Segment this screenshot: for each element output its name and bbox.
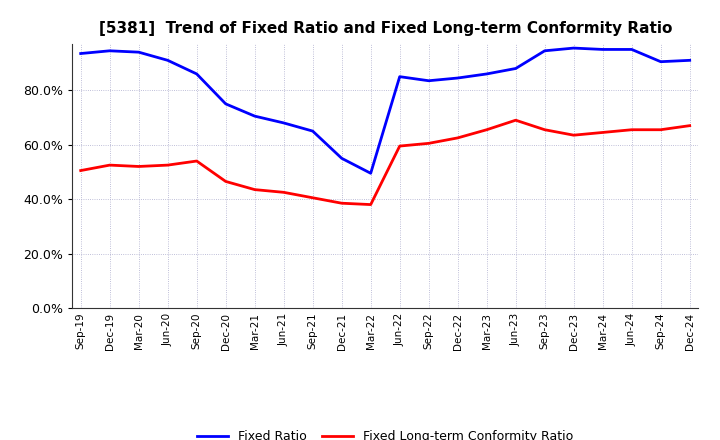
Fixed Long-term Conformity Ratio bbox=[76, 168, 85, 173]
Fixed Ratio bbox=[482, 71, 491, 77]
Fixed Ratio bbox=[511, 66, 520, 71]
Line: Fixed Long-term Conformity Ratio: Fixed Long-term Conformity Ratio bbox=[81, 120, 690, 205]
Fixed Ratio bbox=[541, 48, 549, 53]
Fixed Long-term Conformity Ratio bbox=[685, 123, 694, 128]
Fixed Long-term Conformity Ratio bbox=[627, 127, 636, 132]
Fixed Long-term Conformity Ratio bbox=[482, 127, 491, 132]
Fixed Long-term Conformity Ratio bbox=[105, 162, 114, 168]
Fixed Ratio bbox=[308, 128, 317, 134]
Title: [5381]  Trend of Fixed Ratio and Fixed Long-term Conformity Ratio: [5381] Trend of Fixed Ratio and Fixed Lo… bbox=[99, 21, 672, 36]
Fixed Ratio bbox=[251, 114, 259, 119]
Fixed Ratio bbox=[192, 71, 201, 77]
Line: Fixed Ratio: Fixed Ratio bbox=[81, 48, 690, 173]
Fixed Long-term Conformity Ratio bbox=[192, 158, 201, 164]
Fixed Ratio bbox=[135, 50, 143, 55]
Fixed Long-term Conformity Ratio bbox=[541, 127, 549, 132]
Fixed Ratio bbox=[598, 47, 607, 52]
Fixed Long-term Conformity Ratio bbox=[424, 141, 433, 146]
Fixed Long-term Conformity Ratio bbox=[279, 190, 288, 195]
Fixed Long-term Conformity Ratio bbox=[598, 130, 607, 135]
Fixed Ratio bbox=[76, 51, 85, 56]
Fixed Ratio bbox=[570, 45, 578, 51]
Fixed Long-term Conformity Ratio bbox=[395, 143, 404, 149]
Fixed Long-term Conformity Ratio bbox=[454, 135, 462, 140]
Fixed Long-term Conformity Ratio bbox=[657, 127, 665, 132]
Fixed Long-term Conformity Ratio bbox=[221, 179, 230, 184]
Fixed Ratio bbox=[366, 171, 375, 176]
Fixed Long-term Conformity Ratio bbox=[308, 195, 317, 200]
Fixed Ratio bbox=[627, 47, 636, 52]
Fixed Ratio bbox=[395, 74, 404, 79]
Fixed Long-term Conformity Ratio bbox=[511, 117, 520, 123]
Fixed Ratio bbox=[454, 75, 462, 81]
Fixed Ratio bbox=[105, 48, 114, 53]
Fixed Long-term Conformity Ratio bbox=[570, 132, 578, 138]
Fixed Long-term Conformity Ratio bbox=[366, 202, 375, 207]
Fixed Ratio bbox=[163, 58, 172, 63]
Fixed Long-term Conformity Ratio bbox=[338, 201, 346, 206]
Fixed Ratio bbox=[221, 101, 230, 106]
Fixed Long-term Conformity Ratio bbox=[163, 162, 172, 168]
Fixed Ratio bbox=[657, 59, 665, 64]
Fixed Long-term Conformity Ratio bbox=[135, 164, 143, 169]
Legend: Fixed Ratio, Fixed Long-term Conformity Ratio: Fixed Ratio, Fixed Long-term Conformity … bbox=[192, 425, 578, 440]
Fixed Ratio bbox=[685, 58, 694, 63]
Fixed Long-term Conformity Ratio bbox=[251, 187, 259, 192]
Fixed Ratio bbox=[279, 120, 288, 125]
Fixed Ratio bbox=[424, 78, 433, 84]
Fixed Ratio bbox=[338, 156, 346, 161]
